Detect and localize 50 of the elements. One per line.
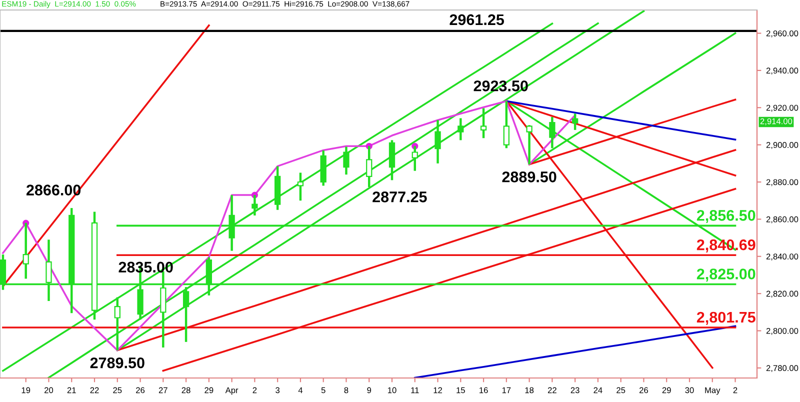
annotation: 2889.50 <box>502 172 556 182</box>
text: 2,914.00 <box>760 118 792 126</box>
x-tick-label: 5 <box>321 387 326 394</box>
ref-line-label: 2961.25 <box>450 14 504 26</box>
x-tick-label: 2 <box>252 387 257 394</box>
y-tick-label: 2,920.00 <box>766 104 798 112</box>
y-tick-label: 2,900.00 <box>766 142 798 149</box>
y-tick-label: 2,780.00 <box>766 365 798 372</box>
x-tick-label: 25 <box>113 387 122 394</box>
x-tick-label: May <box>705 387 720 395</box>
x-tick-label: 8 <box>344 387 348 394</box>
x-tick-label: 19 <box>22 387 30 394</box>
y-tick-label: 2,800.00 <box>766 328 798 335</box>
x-tick-label: 30 <box>685 387 694 394</box>
series-label: 2,801.75 <box>696 312 756 325</box>
x-tick-label: 17 <box>502 387 511 394</box>
x-tick-label: 3 <box>276 387 280 394</box>
y-tick-label: 2,820.00 <box>766 290 798 298</box>
x-tick-label: 22 <box>548 387 556 394</box>
x-tick-label: 18 <box>525 387 534 394</box>
x-tick-label: 16 <box>480 387 488 394</box>
x-tick-label: 29 <box>204 387 214 394</box>
y-tick-label: 2,840.00 <box>766 254 798 260</box>
x-tick-label: 26 <box>136 387 145 394</box>
x-tick-label: 2 <box>733 387 738 394</box>
x-tick-label: 28 <box>182 387 190 394</box>
x-tick-label: 12 <box>434 387 442 394</box>
annotation: 2877.25 <box>372 192 427 202</box>
x-tick-label: 21 <box>67 387 76 394</box>
x-tick-label: Apr <box>225 387 238 395</box>
x-tick-label: 22 <box>90 387 99 394</box>
x-tick-label: 23 <box>570 387 580 394</box>
series-label: 2,856.50 <box>696 210 756 224</box>
x-tick-label: 25 <box>616 387 626 394</box>
series-label: 2,825.00 <box>696 268 756 282</box>
x-tick-label: 15 <box>456 387 465 394</box>
x-tick-label: 10 <box>388 387 396 394</box>
x-tick-label: 29 <box>662 387 671 394</box>
x-tick-label: 9 <box>367 387 372 394</box>
y-tick-label: 2,940.00 <box>766 68 798 75</box>
y-tick-label: 2,860.00 <box>766 216 798 224</box>
x-tick-label: 20 <box>44 387 54 394</box>
y-tick-label: 2,960.00 <box>766 30 798 38</box>
y-tick-label: 2,880.00 <box>766 179 798 186</box>
x-tick-label: 27 <box>158 387 168 394</box>
x-tick-label: 26 <box>640 387 648 394</box>
x-tick-label: 11 <box>411 387 419 394</box>
x-tick-label: 4 <box>298 387 303 394</box>
x-tick-label: 24 <box>594 387 602 394</box>
annotation: 2789.50 <box>90 357 144 368</box>
